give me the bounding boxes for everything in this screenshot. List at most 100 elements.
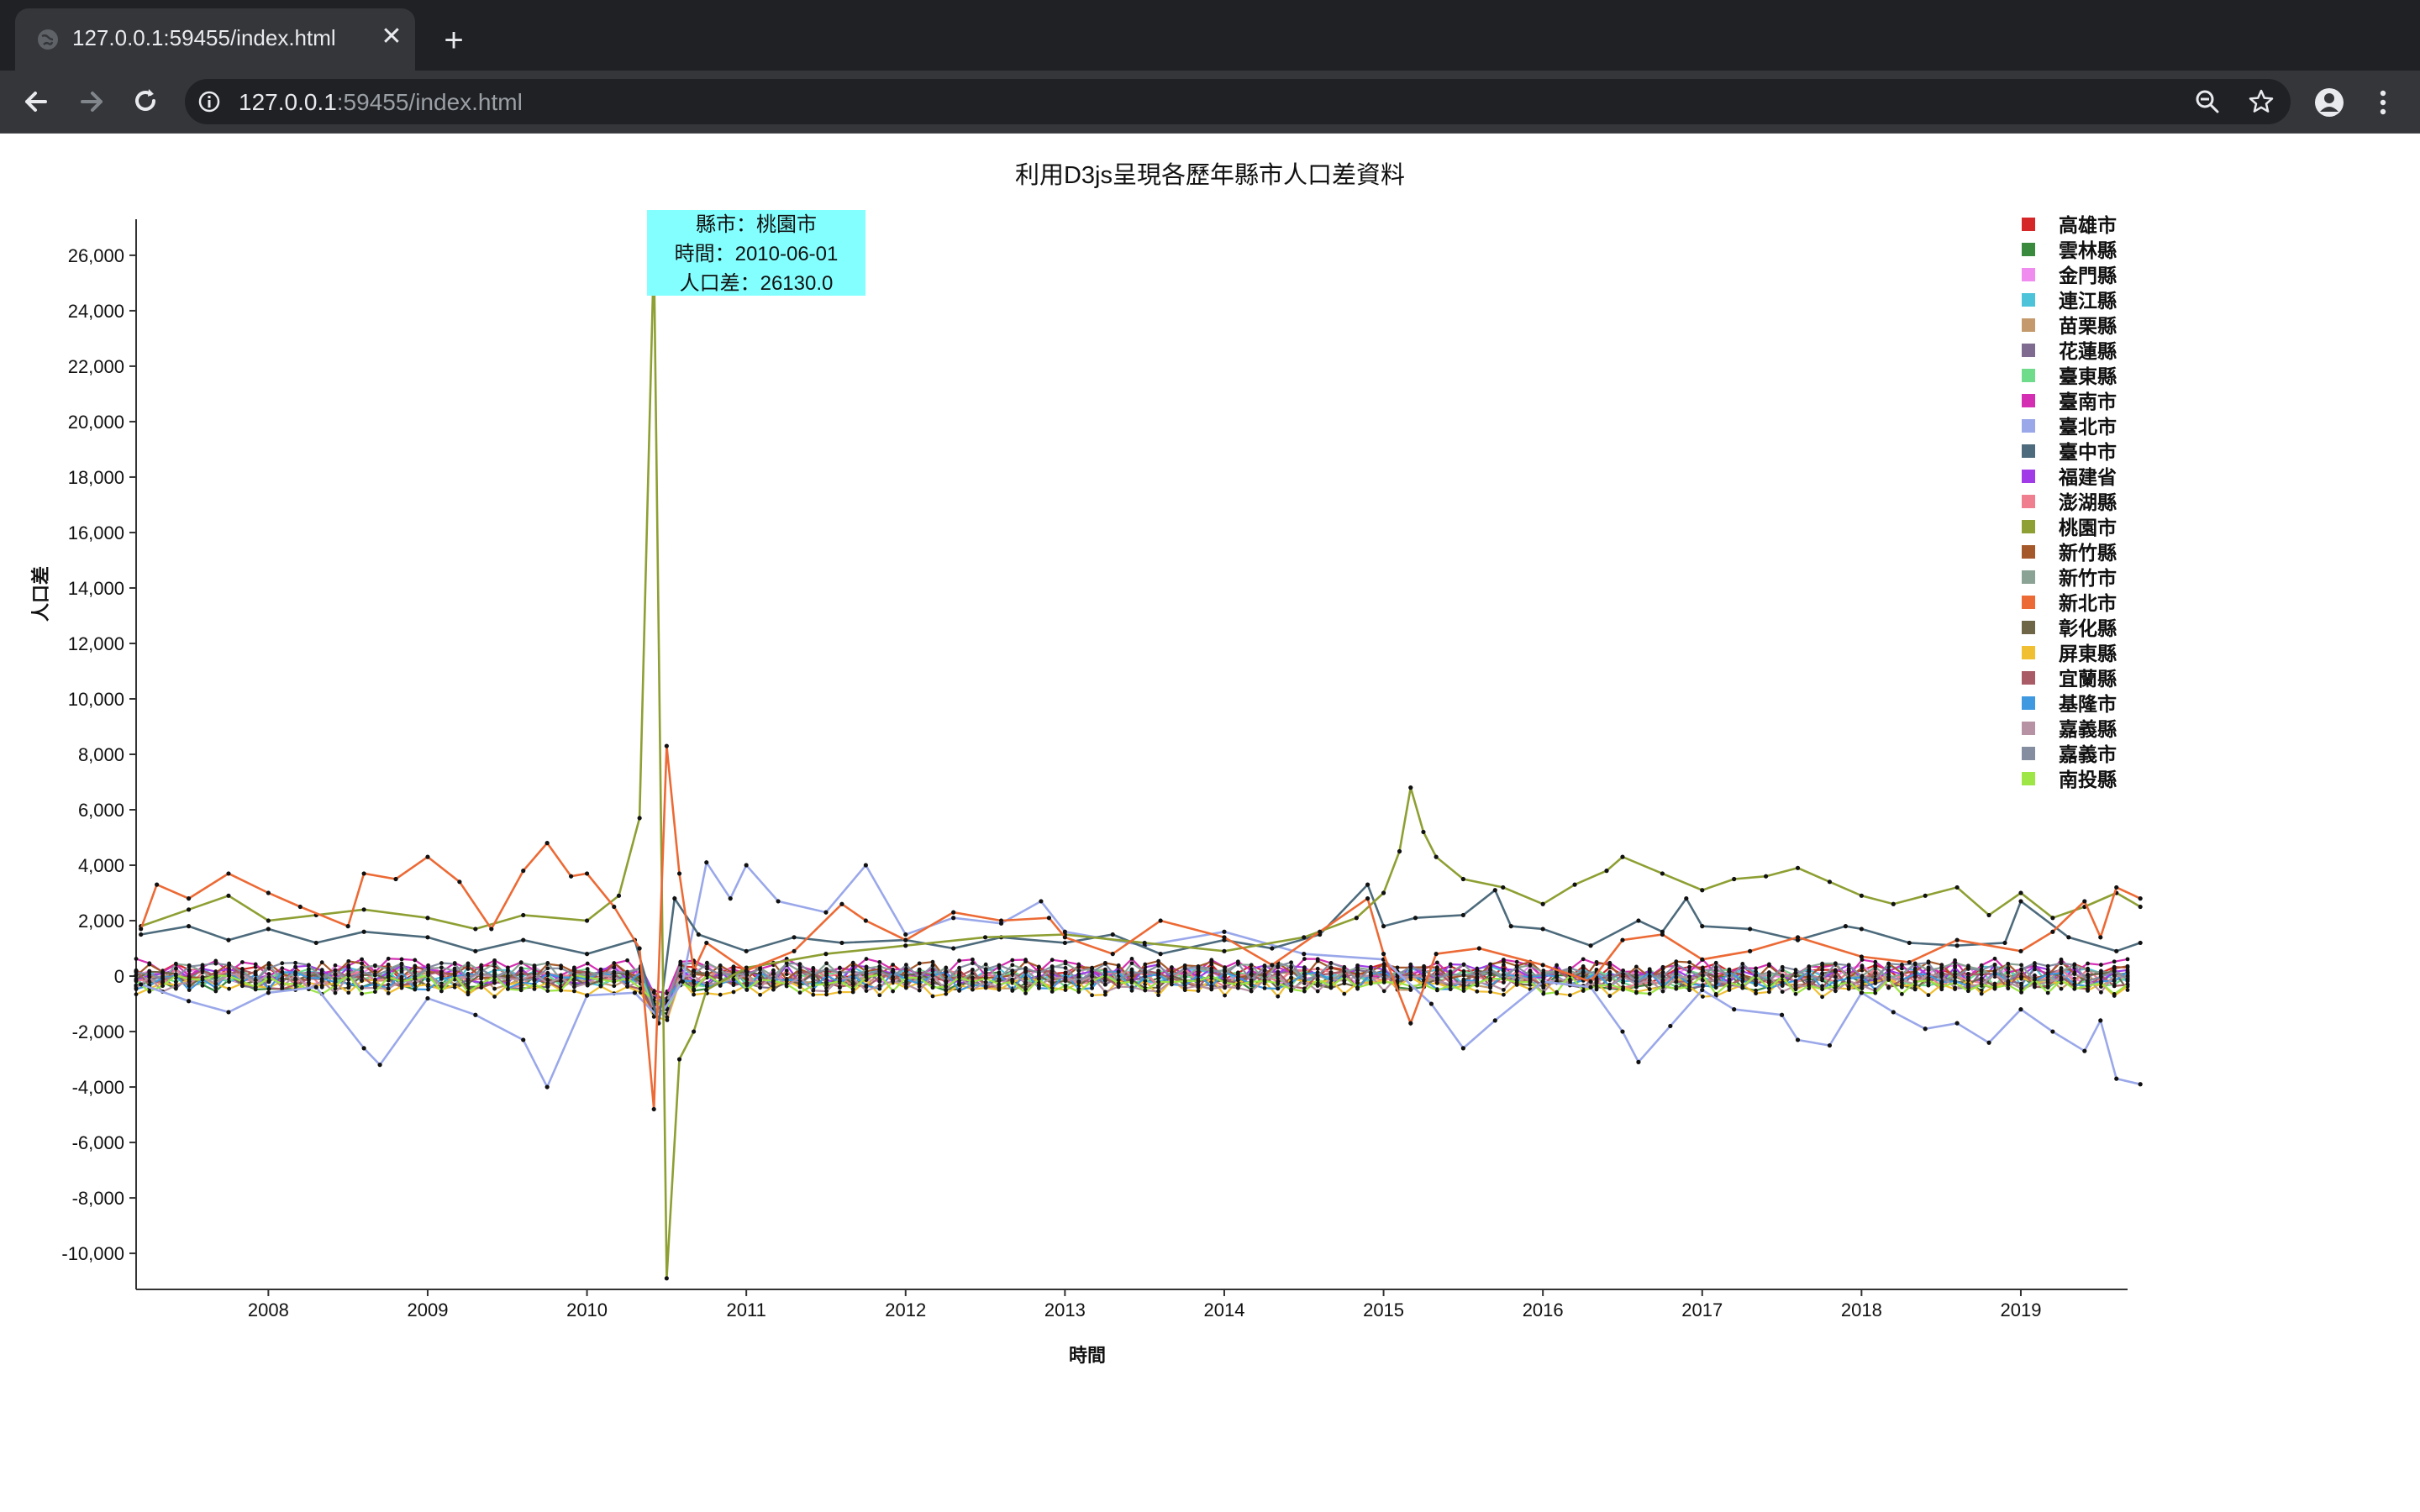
data-point [186,896,192,901]
data-point [1713,979,1718,984]
data-point [1581,970,1586,974]
kebab-menu-icon[interactable] [2366,86,2400,119]
data-point [864,971,869,976]
data-point [2112,979,2117,984]
data-point [731,990,736,995]
data-point [1873,970,1878,975]
series-line [140,859,2141,1090]
data-point [2059,978,2064,983]
data-point [758,992,762,997]
data-point [266,986,271,991]
back-arrow-icon[interactable] [17,82,55,121]
data-point [1302,952,1307,957]
data-point [134,985,139,990]
data-point [1634,969,1639,974]
address-bar[interactable]: 127.0.0.1:59455/index.html [185,79,2291,124]
data-point [864,966,869,971]
data-point [1581,966,1586,971]
data-point [174,962,178,966]
forward-arrow-icon[interactable] [72,82,111,121]
data-point [951,910,956,915]
data-point [891,989,895,994]
data-point [824,992,829,997]
data-point [838,984,842,990]
data-point [1833,974,1838,979]
browser-tab[interactable]: 127.0.0.1:59455/index.html ✕ [15,8,415,71]
data-point [1381,924,1386,929]
data-point [134,969,139,974]
data-point [877,972,882,977]
data-point [1907,940,1912,946]
data-point [1795,865,1801,870]
info-icon[interactable] [197,89,222,114]
data-point [1636,918,1641,923]
data-point [1607,975,1612,980]
data-point [1740,979,1745,984]
data-point [1907,959,1912,965]
data-point [2125,982,2130,987]
data-point [1732,1007,1737,1012]
data-point [386,968,391,973]
data-point [1502,976,1506,981]
data-point [1236,961,1240,966]
new-tab-button[interactable]: + [444,22,464,59]
data-point [426,977,430,982]
data-point [319,984,324,988]
zoom-out-icon[interactable] [2193,87,2222,116]
data-point [1621,974,1625,979]
data-point [266,890,271,895]
data-point [360,985,364,990]
data-point [425,854,430,859]
data-point [1953,965,1958,970]
star-icon[interactable] [2247,87,2275,116]
data-point [1660,978,1665,983]
data-point [266,990,271,995]
data-point [1660,966,1665,971]
data-point [903,932,908,937]
data-point [1142,940,1147,946]
data-point [506,982,510,987]
data-point [1222,935,1227,940]
profile-avatar-icon[interactable] [2312,86,2346,119]
data-point [1236,974,1240,979]
data-point [1647,991,1652,996]
data-point [1090,966,1094,971]
data-point [864,983,869,988]
data-point [1859,927,1864,932]
data-point [518,969,523,973]
data-point [850,982,855,987]
data-point [797,990,802,995]
data-point [426,973,430,978]
data-point [240,979,245,984]
data-point [1413,916,1418,921]
tab-close-button[interactable]: ✕ [381,23,402,50]
data-point [877,969,882,974]
data-point [1594,959,1599,964]
data-point [1050,980,1055,985]
data-point [1156,979,1160,984]
data-point [1793,979,1798,984]
data-point [1966,967,1970,971]
data-point [333,990,338,995]
data-point [1156,963,1160,969]
data-point [998,918,1004,923]
data-point [1129,957,1134,961]
data-point [1315,983,1320,988]
series-line [139,745,2141,1110]
data-point [2114,885,2119,890]
data-point [457,879,462,885]
data-point [1992,956,1997,961]
data-point [1540,927,1545,932]
data-point [616,893,622,898]
x-tick-label: 2013 [1044,1299,1086,1320]
reload-icon[interactable] [126,82,165,121]
url-text[interactable]: 127.0.0.1:59455/index.html [239,89,523,116]
data-point [930,978,935,983]
legend-label: 宜蘭縣 [2059,668,2117,690]
data-point [1342,974,1347,979]
data-point [1315,958,1320,963]
data-point [1223,993,1227,998]
data-point [2045,972,2050,977]
data-point [1116,978,1121,982]
data-point [1223,973,1227,978]
